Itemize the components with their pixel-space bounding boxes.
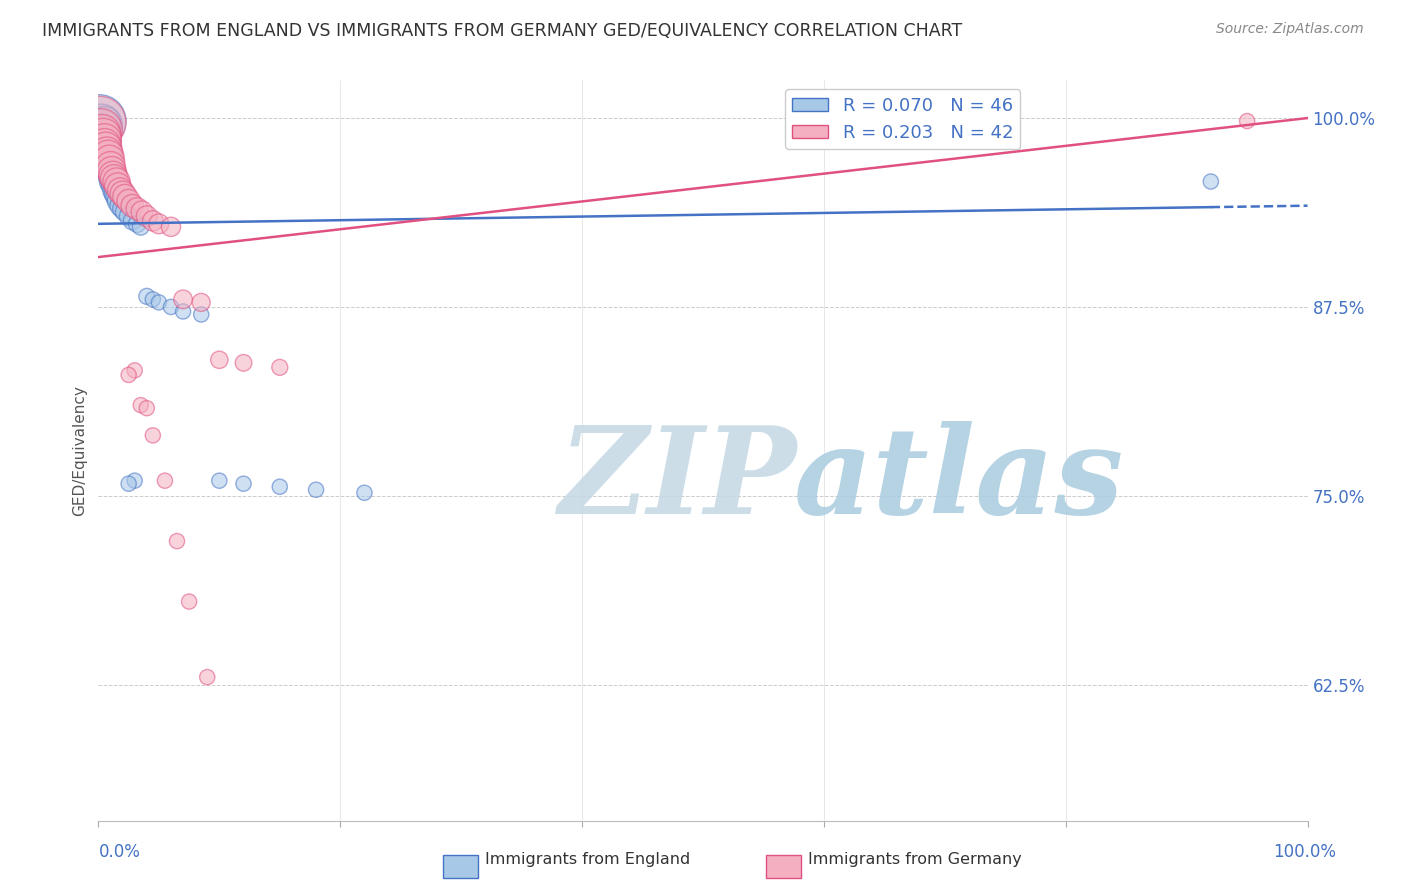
Text: Source: ZipAtlas.com: Source: ZipAtlas.com <box>1216 22 1364 37</box>
Point <box>97 160 120 174</box>
Point <box>100 164 122 178</box>
Point <box>148 217 170 231</box>
Point <box>103 171 125 186</box>
Point <box>108 199 131 213</box>
Text: Immigrants from Germany: Immigrants from Germany <box>808 852 1022 867</box>
Point <box>96 145 118 160</box>
Point <box>208 474 231 488</box>
Point <box>91 129 114 144</box>
Point <box>96 145 118 159</box>
Point <box>232 356 254 370</box>
Point <box>93 115 115 129</box>
Text: 0.0%: 0.0% <box>98 843 141 861</box>
Point <box>101 169 124 183</box>
Point <box>179 594 201 608</box>
Point <box>98 156 121 170</box>
Point <box>94 141 117 155</box>
Point <box>91 125 114 139</box>
Point <box>1236 114 1258 128</box>
Point <box>94 134 117 148</box>
Point <box>127 217 149 231</box>
Point <box>190 295 212 310</box>
Text: atlas: atlas <box>793 421 1123 540</box>
Point <box>94 141 117 155</box>
Text: ZIP: ZIP <box>558 421 796 540</box>
Point <box>91 121 114 136</box>
Point <box>101 178 124 192</box>
Point <box>100 169 122 183</box>
Point <box>190 308 212 322</box>
Point <box>353 485 375 500</box>
Point <box>127 202 149 216</box>
Point <box>105 189 128 203</box>
Point <box>142 293 165 307</box>
Point <box>108 184 131 198</box>
Point <box>118 194 141 209</box>
Point <box>129 219 152 234</box>
Legend: R = 0.070   N = 46, R = 0.203   N = 42: R = 0.070 N = 46, R = 0.203 N = 42 <box>785 89 1021 149</box>
Point <box>91 126 114 140</box>
Text: Immigrants from England: Immigrants from England <box>485 852 690 867</box>
Point <box>305 483 328 497</box>
Point <box>100 164 122 178</box>
Point <box>160 300 183 314</box>
Point <box>96 149 118 163</box>
Point <box>160 219 183 234</box>
Point <box>269 480 291 494</box>
Point <box>121 199 143 213</box>
Point <box>93 138 115 153</box>
Point <box>90 123 112 137</box>
Point <box>118 476 141 491</box>
Point <box>135 401 157 416</box>
Point <box>104 186 127 201</box>
Text: 100.0%: 100.0% <box>1272 843 1336 861</box>
Point <box>107 179 129 194</box>
Point <box>124 474 146 488</box>
Point <box>91 126 114 140</box>
Point <box>93 138 115 153</box>
Point <box>1199 174 1222 188</box>
Y-axis label: GED/Equivalency: GED/Equivalency <box>72 385 87 516</box>
Point <box>100 160 122 174</box>
Point <box>131 204 153 219</box>
Point <box>111 186 134 201</box>
Point <box>89 115 111 129</box>
Point <box>124 363 146 377</box>
Point <box>93 134 115 148</box>
Point <box>166 534 188 549</box>
Point <box>135 289 157 303</box>
Point <box>142 214 165 228</box>
Point <box>135 209 157 223</box>
Point <box>105 174 128 188</box>
Point <box>97 149 120 163</box>
Point <box>114 189 136 203</box>
Point <box>172 293 194 307</box>
Point <box>121 214 143 228</box>
Point <box>97 153 120 168</box>
Point <box>90 119 112 133</box>
Point <box>93 134 115 148</box>
Point <box>100 174 122 188</box>
Point <box>129 398 152 412</box>
Text: IMMIGRANTS FROM ENGLAND VS IMMIGRANTS FROM GERMANY GED/EQUIVALENCY CORRELATION C: IMMIGRANTS FROM ENGLAND VS IMMIGRANTS FR… <box>42 22 963 40</box>
Point <box>118 209 141 223</box>
Point <box>118 368 141 382</box>
Point <box>148 295 170 310</box>
Point <box>111 202 134 216</box>
Point <box>103 184 125 198</box>
Point <box>98 153 121 168</box>
Point <box>910 114 932 128</box>
Point <box>153 474 176 488</box>
Point <box>89 114 111 128</box>
Point <box>107 194 129 209</box>
Point <box>142 428 165 442</box>
Point <box>172 304 194 318</box>
Point <box>195 670 218 684</box>
Point <box>208 352 231 367</box>
Point <box>232 476 254 491</box>
Point <box>269 360 291 375</box>
Point <box>114 204 136 219</box>
Point <box>91 129 114 144</box>
